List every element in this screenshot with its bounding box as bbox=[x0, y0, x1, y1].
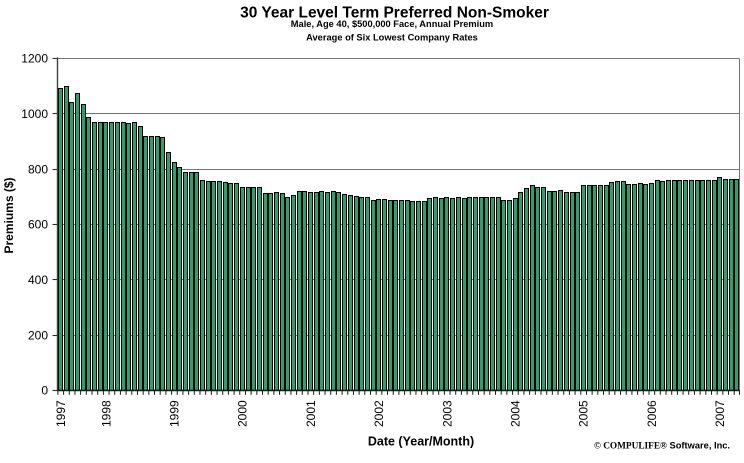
svg-text:Date (Year/Month): Date (Year/Month) bbox=[368, 435, 474, 449]
svg-text:2006: 2006 bbox=[645, 400, 659, 427]
svg-text:2005: 2005 bbox=[577, 400, 591, 427]
svg-text:2007: 2007 bbox=[713, 400, 727, 427]
svg-text:© COMPULIFE® Software, Inc.: © COMPULIFE® Software, Inc. bbox=[594, 440, 730, 451]
svg-text:1998: 1998 bbox=[99, 400, 113, 427]
svg-text:200: 200 bbox=[28, 328, 48, 342]
svg-text:600: 600 bbox=[28, 218, 48, 232]
svg-text:400: 400 bbox=[28, 273, 48, 287]
svg-text:0: 0 bbox=[41, 384, 48, 398]
svg-text:2002: 2002 bbox=[372, 400, 386, 427]
svg-text:1200: 1200 bbox=[21, 52, 48, 66]
svg-text:2000: 2000 bbox=[236, 400, 250, 427]
svg-text:1997: 1997 bbox=[54, 400, 68, 427]
svg-text:1999: 1999 bbox=[168, 400, 182, 427]
svg-text:Male, Age 40, $500,000 Face, A: Male, Age 40, $500,000 Face, Annual Prem… bbox=[291, 19, 493, 29]
svg-text:2003: 2003 bbox=[440, 400, 454, 427]
svg-text:1000: 1000 bbox=[21, 107, 48, 121]
svg-text:2001: 2001 bbox=[304, 400, 318, 427]
svg-text:Average of Six Lowest Company: Average of Six Lowest Company Rates bbox=[306, 32, 478, 42]
svg-text:800: 800 bbox=[28, 162, 48, 176]
svg-text:Premiums ($): Premiums ($) bbox=[2, 177, 16, 253]
svg-text:30 Year Level Term Preferred N: 30 Year Level Term Preferred Non-Smoker bbox=[240, 5, 549, 22]
svg-text:2004: 2004 bbox=[509, 400, 523, 427]
